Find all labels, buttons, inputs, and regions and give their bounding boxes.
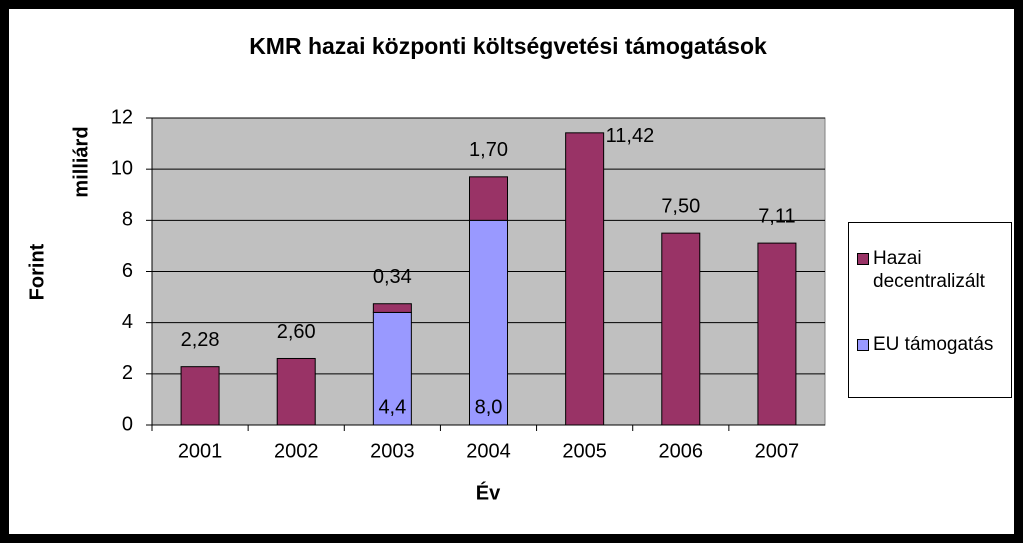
data-label: 2,28 [181,329,220,351]
bar-segment [372,311,412,426]
bar-segment [661,232,701,426]
legend-label: EU támogatás [873,334,994,355]
data-label: 7,11 [758,205,795,227]
y-tick-label: 4 [122,311,133,333]
bar-segment [469,176,508,221]
y-tick-label: 2 [122,362,133,384]
x-tick-label: 2004 [466,440,511,462]
x-tick-label: 2005 [562,440,607,462]
legend-swatch [857,253,869,265]
data-label: 1,70 [469,139,508,161]
x-axis-label: Év [476,481,501,504]
legend-label: Hazai decentralizált [873,248,985,292]
bar-segment [276,357,316,426]
y-axis-unit: milliárd [70,126,92,197]
data-label: 11,42 [606,125,655,147]
x-tick-label: 2002 [274,440,319,462]
data-label: 4,4 [378,396,406,418]
bar-segment [565,132,605,426]
legend-swatch [857,339,869,351]
bar-segment [757,242,797,426]
bar-segment [372,303,412,313]
data-label: 7,50 [661,195,700,217]
data-label: 8,0 [475,396,503,418]
x-tick-label: 2006 [659,440,704,462]
chart-title: KMR hazai központi költségvetési támogat… [249,33,767,59]
y-axis-label: Forint [26,243,48,300]
y-tick-label: 12 [111,106,133,128]
legend: Hazai decentralizált EU támogatás [848,222,1012,398]
y-tick-label: 6 [122,260,133,282]
bar-segment [469,219,508,426]
y-tick-label: 8 [122,209,133,231]
y-tick-label: 0 [122,413,133,435]
data-label: 2,60 [277,321,316,343]
x-tick-label: 2001 [178,440,223,462]
x-tick-label: 2007 [755,440,800,462]
x-tick-label: 2003 [370,440,415,462]
data-label: 0,34 [373,266,412,288]
bar-segment [180,366,220,426]
y-tick-label: 10 [111,157,133,179]
